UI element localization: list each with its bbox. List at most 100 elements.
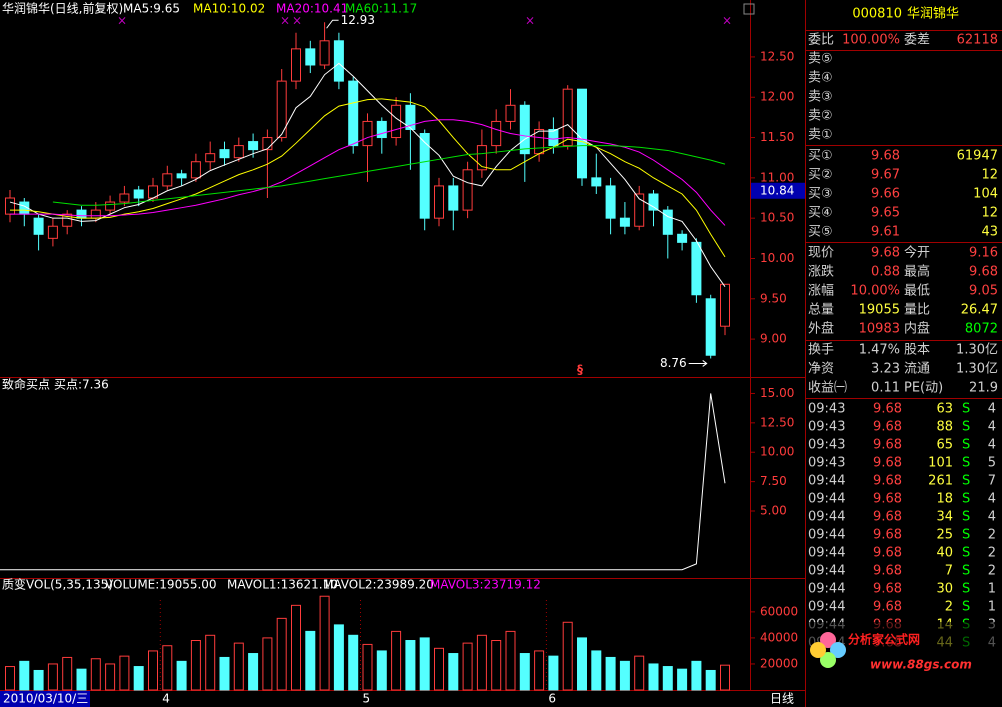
quote-text: 1 <box>988 600 996 615</box>
quote-text: 09:44 <box>808 582 845 597</box>
quote-text: 涨跌 <box>808 264 834 280</box>
quote-text: 流通 <box>904 362 930 377</box>
quote-text: 9.68 <box>873 474 902 489</box>
quote-text: 股本 <box>904 343 930 358</box>
quote-text: 25 <box>936 528 953 543</box>
volume-bar <box>691 660 702 691</box>
quote-text: 9.68 <box>873 438 902 453</box>
quote-text: PE(动) <box>904 381 943 396</box>
candle-body <box>391 104 402 139</box>
quote-text: 9.68 <box>873 420 902 435</box>
marker: × <box>292 14 302 28</box>
quote-text: 2 <box>945 600 953 615</box>
candle-body <box>705 298 716 356</box>
candle-body <box>419 133 430 219</box>
quote-text: 1.30亿 <box>956 362 998 377</box>
candle-body <box>47 225 58 239</box>
candle-body <box>90 209 101 219</box>
volume-bar <box>148 650 158 691</box>
ma-legend: MA60:11.17 <box>345 2 417 16</box>
quote-text: S <box>962 510 970 525</box>
quote-text: 2 <box>988 546 996 561</box>
logo-petal <box>830 642 846 658</box>
volume-bar <box>577 637 587 691</box>
volume-bar <box>348 634 359 691</box>
candle-body <box>691 241 702 296</box>
candle-body <box>434 185 444 219</box>
quote-text: 9.68 <box>873 600 902 615</box>
volume-bar <box>248 653 259 691</box>
volume-bar <box>491 640 502 691</box>
candle-body <box>205 153 216 163</box>
period[interactable]: 日线 <box>770 692 794 706</box>
quote-text: 261 <box>928 474 953 489</box>
candle-body <box>491 120 502 147</box>
volume-bar <box>133 666 144 691</box>
quote-text: 卖④ <box>808 71 833 86</box>
date-box <box>0 691 90 707</box>
quote-text: 总量 <box>808 303 834 318</box>
quote-text: 9.68 <box>873 546 902 561</box>
quote-text: 88 <box>936 420 953 435</box>
logo-petal <box>810 642 826 658</box>
candle-body <box>591 177 602 187</box>
quote-text: 3.23 <box>871 362 900 377</box>
quote-text: 9.68 <box>873 492 902 507</box>
annotation-arrow <box>326 19 339 29</box>
quote-text: 4 <box>988 420 996 435</box>
quote-text: 9.65 <box>871 206 900 221</box>
quote-text: 7 <box>988 474 996 489</box>
candle-body <box>619 217 630 227</box>
volume-bar <box>705 669 716 691</box>
quote-text: 30 <box>936 582 953 597</box>
indicator-legend: 买点:7.36 <box>54 378 109 392</box>
quote-text: S <box>962 600 970 615</box>
quote-text: 18 <box>936 492 953 507</box>
quote-text: 09:43 <box>808 420 845 435</box>
volume-legend: MAVOL3:23719.12 <box>430 578 541 592</box>
y-tick-label: 11.00 <box>760 170 794 184</box>
y-tick-label: 11.50 <box>760 130 794 144</box>
quote-text: 2 <box>988 564 996 579</box>
quote-text: S <box>962 564 970 579</box>
quote-text: 今开 <box>904 245 930 261</box>
annotation: 8.76 <box>660 356 687 370</box>
quote-text: 101 <box>928 456 953 471</box>
close-button[interactable] <box>743 3 755 15</box>
logo-petal <box>820 652 836 668</box>
candle-body <box>720 283 730 327</box>
volume-legend: VOLUME:19055.00 <box>105 578 217 592</box>
quote-text: 09:44 <box>808 564 845 579</box>
volume-bar <box>90 658 101 691</box>
volume-bar <box>119 655 130 691</box>
quote-text: 量比 <box>904 303 930 318</box>
quote-text: 卖② <box>808 109 833 124</box>
quote-text: S <box>962 456 970 471</box>
ma-line <box>52 145 726 206</box>
quote-text: 09:44 <box>808 600 845 615</box>
y-tick-label: 12.00 <box>760 90 794 104</box>
quote-text: 9.68 <box>873 510 902 525</box>
month-label: 6 <box>548 692 556 706</box>
volume-bar <box>476 634 487 691</box>
quote-text: 9.68 <box>873 582 902 597</box>
quote-text: 09:43 <box>808 456 845 471</box>
volume-bar <box>205 634 216 691</box>
quote-text: 9.61 <box>871 225 900 240</box>
quote-text: 09:44 <box>808 528 845 543</box>
candle-body <box>476 145 487 171</box>
quote-text: 1.47% <box>859 343 900 358</box>
volume-bar <box>419 637 430 691</box>
candle-body <box>162 173 173 187</box>
quote-text: S <box>962 402 970 417</box>
quote-text: 买④ <box>808 206 833 221</box>
quote-text: 5 <box>988 456 996 471</box>
candle-body <box>105 201 116 211</box>
quote-text: S <box>962 528 970 543</box>
volume-title: 质变VOL(5,35,135) <box>2 577 113 592</box>
quote-text: 40 <box>936 546 953 561</box>
volume-bar <box>405 640 416 691</box>
candle-body <box>462 169 473 211</box>
quote-text: 9.68 <box>969 265 998 280</box>
